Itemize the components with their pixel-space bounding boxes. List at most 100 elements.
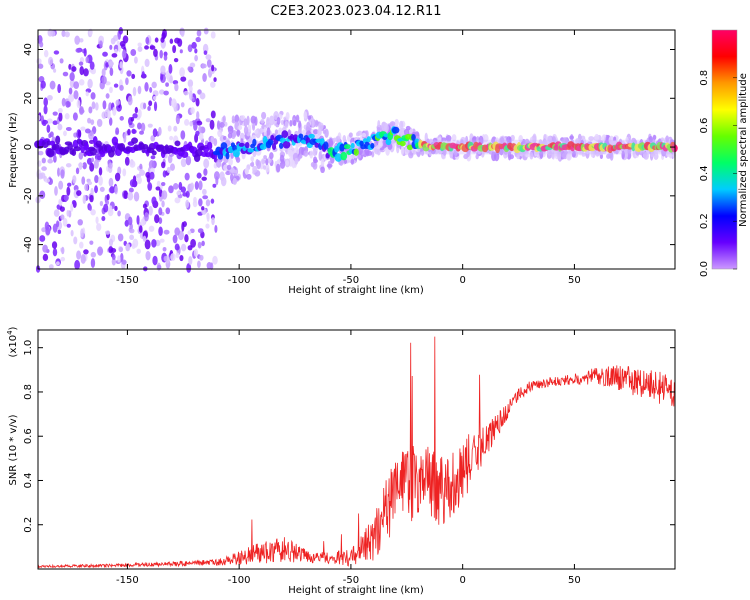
spectrogram-cell: [566, 152, 572, 161]
spectrogram-cell: [211, 64, 215, 72]
spectrogram-cell: [551, 151, 555, 160]
spectrogram-cell: [160, 181, 166, 187]
spectrogram-cell: [206, 212, 210, 222]
spectrogram-cell: [179, 67, 185, 78]
spectrogram-ridge-cell: [370, 142, 375, 149]
spectrogram-cell: [104, 230, 111, 235]
spectrogram-cell: [265, 163, 270, 173]
snr-x-tick-label: 50: [568, 575, 581, 586]
spectrogram-cell: [118, 27, 123, 35]
spectrogram-cell: [265, 118, 270, 127]
spectrogram-cell: [137, 46, 143, 53]
spectrogram-cell: [196, 120, 203, 126]
spectrogram-cell: [196, 172, 202, 179]
spectrogram-cell: [194, 181, 199, 190]
spectrogram-cell: [187, 66, 192, 72]
snr-y-tick-label: 0.8: [23, 384, 34, 400]
spectrogram-cell: [52, 248, 58, 257]
spectrogram-ridge-cell: [366, 136, 371, 143]
spectrogram-cell: [98, 167, 103, 176]
spectrogram-cell: [191, 41, 197, 49]
spectrogram-cell: [335, 135, 341, 144]
spectrogram-cell: [342, 134, 347, 143]
spectrogram-cell: [142, 203, 147, 209]
spectrogram-cell: [89, 194, 94, 203]
spectrogram-cell: [301, 129, 306, 137]
spectrogram-cell: [648, 135, 653, 143]
spectrogram-cell: [188, 85, 193, 92]
spectrogram-cell: [169, 163, 175, 171]
spectrogram-cell: [137, 122, 142, 130]
spectrogram-cell: [169, 135, 174, 141]
spectrogram-cell: [87, 78, 93, 89]
spectrogram-y-tick-label: 40: [23, 43, 34, 56]
spectrogram-cell: [575, 137, 581, 145]
spectrogram-ridge-cell: [206, 141, 213, 150]
spectrogram-cell: [42, 244, 48, 253]
spectrogram-cell: [114, 185, 118, 195]
spectrogram-cell: [52, 120, 58, 126]
spectrogram-cell: [285, 160, 290, 166]
spectrogram-cell: [324, 128, 329, 138]
spectrogram-cell: [137, 108, 142, 119]
spectrogram-cell: [161, 200, 165, 208]
spectrogram-cell: [211, 217, 215, 226]
spectrogram-cell: [180, 130, 186, 140]
spectrogram-cell: [140, 218, 146, 227]
spectrogram-cell: [87, 117, 92, 124]
spectrogram-cell: [150, 155, 156, 160]
spectrogram-cell: [310, 161, 316, 168]
spectrogram-cell: [131, 243, 136, 249]
spectrogram-cell: [551, 136, 556, 143]
spectrogram-cell: [66, 186, 71, 196]
spectrogram-cell: [180, 76, 187, 82]
spectrogram-cell: [201, 176, 207, 181]
spectrogram-cell: [165, 70, 171, 80]
snr-y-tick-label: 0.2: [23, 517, 34, 533]
spectrogram-cell: [173, 58, 179, 63]
spectrogram-cell: [120, 252, 124, 263]
spectrogram-cell: [140, 122, 146, 132]
spectrogram-cell: [55, 261, 60, 266]
spectrogram-cell: [400, 145, 405, 156]
spectrogram-cell: [408, 150, 414, 159]
spectrogram-cell: [149, 45, 156, 50]
spectrogram-ridge-cell: [110, 146, 116, 153]
spectrogram-cell: [118, 246, 124, 253]
spectrogram-cell: [44, 178, 50, 183]
spectrogram-cell: [91, 101, 96, 110]
spectrogram-cell: [195, 130, 200, 137]
spectrogram-cell: [101, 75, 107, 85]
spectrogram-y-tick-label: -40: [23, 236, 34, 252]
spectrogram-cell: [525, 152, 530, 158]
spectrogram-cell: [101, 111, 107, 119]
spectrogram-cell: [210, 262, 214, 271]
spectrogram-cell: [162, 170, 167, 178]
spectrogram-cell: [317, 128, 322, 136]
spectrogram-ridge-cell: [174, 140, 181, 147]
spectrogram-cell: [165, 82, 169, 87]
spectrogram-cell: [471, 136, 477, 144]
spectrogram-cell: [60, 214, 65, 220]
spectrogram-cell: [581, 152, 586, 157]
spectrogram-cell: [506, 136, 512, 143]
spectrogram-cell: [529, 152, 534, 160]
spectrogram-cell: [133, 191, 140, 202]
spectrogram-cell: [70, 203, 74, 212]
spectrogram-cell: [119, 61, 124, 69]
spectrogram-cell: [49, 80, 56, 90]
spectrogram-cell: [206, 59, 212, 68]
spectrogram-cell: [39, 41, 44, 48]
spectrogram-ridge-cell: [271, 142, 277, 151]
spectrogram-cell: [128, 228, 135, 234]
spectrogram-y-ticks: -40 -20 0 20 40: [23, 43, 675, 253]
spectrogram-cell: [39, 190, 46, 199]
snr-x-label: Height of straight line (km): [288, 585, 424, 596]
spectrogram-cell: [246, 173, 252, 180]
spectrogram-cell: [168, 64, 173, 74]
spectrogram-cell: [284, 120, 289, 129]
spectrogram-cell: [152, 255, 158, 266]
spectrogram-cell: [127, 191, 134, 201]
spectrogram-cell: [151, 238, 157, 248]
spectrogram-cell: [110, 248, 117, 253]
